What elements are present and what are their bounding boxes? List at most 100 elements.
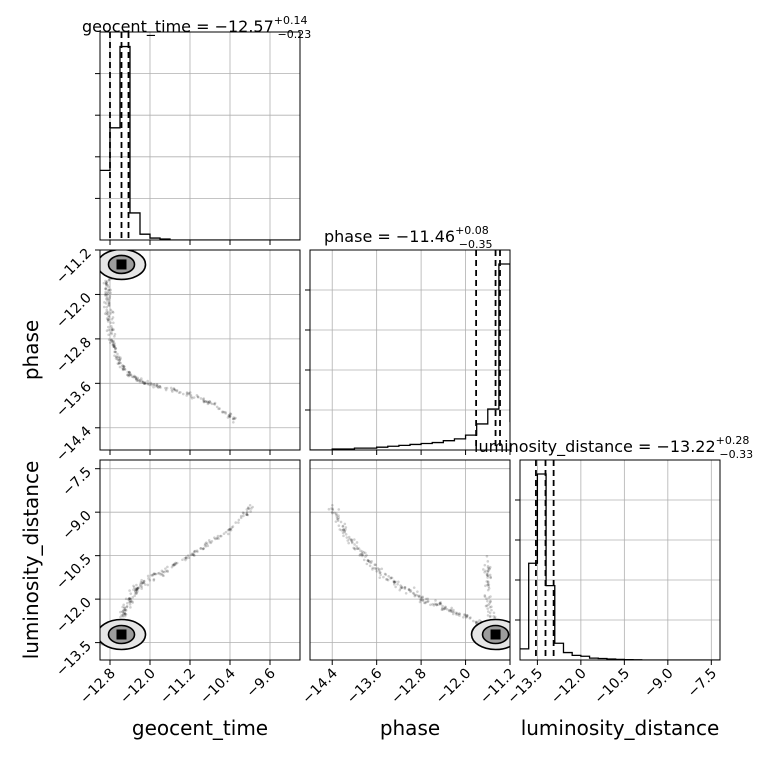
scatter-point	[454, 611, 458, 615]
scatter-point	[206, 544, 210, 548]
scatter-point	[486, 580, 490, 583]
scatter-point	[121, 368, 125, 372]
scatter-point	[128, 603, 132, 606]
scatter-point	[146, 379, 149, 383]
scatter-point	[202, 400, 206, 404]
scatter-point	[449, 608, 453, 612]
scatter-point	[128, 597, 131, 600]
scatter-point	[130, 600, 134, 603]
scatter-point	[331, 507, 335, 510]
scatter-point	[392, 580, 396, 584]
scatter-point	[454, 612, 458, 616]
scatter-point	[132, 586, 136, 589]
scatter-point	[347, 535, 351, 539]
scatter-point	[105, 308, 109, 312]
scatter-point	[186, 554, 190, 557]
scatter-point	[396, 582, 399, 586]
scatter-point	[123, 612, 127, 616]
scatter-point	[408, 588, 411, 592]
scatter-point	[112, 345, 116, 348]
scatter-point	[489, 614, 492, 618]
scatter-point	[208, 400, 212, 403]
scatter-point	[341, 525, 345, 528]
scatter-point	[160, 569, 164, 573]
scatter-point	[142, 581, 146, 585]
scatter-point	[452, 608, 455, 612]
scatter-point	[123, 606, 126, 610]
scatter-point	[376, 567, 380, 570]
scatter-point	[142, 380, 145, 384]
scatter-point	[489, 599, 492, 603]
scatter-point	[152, 579, 156, 582]
scatter-point	[338, 528, 342, 531]
scatter-point	[106, 283, 109, 287]
scatter-point	[359, 549, 362, 553]
scatter-point	[472, 619, 475, 623]
scatter-point	[111, 310, 114, 314]
scatter-point	[126, 373, 129, 377]
scatter-point	[119, 361, 122, 365]
scatter-point	[485, 573, 489, 577]
scatter-point	[107, 278, 111, 281]
scatter-point	[131, 596, 135, 599]
scatter-point	[493, 615, 497, 619]
scatter-point	[106, 293, 109, 296]
scatter-point	[125, 605, 129, 609]
scatter-point	[162, 570, 166, 574]
scatter-point	[107, 338, 111, 341]
scatter-point	[482, 568, 485, 571]
scatter-point	[111, 328, 114, 332]
scatter-point	[173, 563, 177, 567]
scatter-point	[227, 414, 231, 417]
scatter-point	[121, 614, 125, 617]
scatter-point	[166, 565, 169, 569]
scatter-point	[132, 584, 135, 588]
scatter-point	[348, 537, 351, 541]
scatter-point	[221, 410, 224, 413]
xtick-label: −9.6	[243, 665, 278, 700]
scatter-point	[158, 385, 162, 388]
scatter-point	[242, 514, 245, 518]
scatter-point	[478, 619, 481, 622]
scatter-point	[189, 393, 193, 397]
scatter-point	[224, 410, 227, 414]
scatter-point	[349, 539, 353, 542]
scatter-point	[110, 324, 113, 328]
scatter-point	[128, 597, 132, 600]
scatter-point	[135, 379, 139, 382]
scatter-point	[146, 382, 150, 385]
scatter-point	[140, 581, 144, 584]
scatter-point	[105, 295, 109, 299]
scatter-point	[106, 280, 109, 283]
scatter-point	[426, 600, 429, 604]
scatter-point	[105, 281, 108, 284]
scatter-point	[389, 577, 392, 580]
scatter-point	[221, 411, 224, 414]
scatter-point	[215, 405, 219, 409]
scatter-point	[378, 576, 382, 579]
scatter-point	[116, 358, 120, 362]
scatter-point	[361, 553, 365, 557]
scatter-point	[331, 503, 334, 507]
scatter-point	[114, 355, 118, 359]
scatter-point	[232, 416, 236, 419]
scatter-point	[213, 401, 217, 405]
scatter-point	[486, 560, 490, 563]
scatter-point	[134, 376, 138, 379]
scatter-point	[219, 534, 223, 538]
scatter-point	[136, 376, 140, 380]
scatter-point	[129, 597, 133, 601]
scatter-point	[330, 510, 334, 514]
xtick-label: −14.4	[299, 665, 341, 707]
scatter-point	[361, 554, 364, 558]
scatter-point	[155, 384, 159, 388]
scatter-point	[486, 588, 490, 592]
scatter-point	[358, 554, 362, 557]
scatter-point	[370, 560, 373, 563]
scatter-point	[245, 512, 248, 515]
scatter-point	[458, 612, 461, 616]
scatter-point	[119, 610, 122, 614]
scatter-point	[140, 585, 144, 588]
scatter-point	[113, 354, 116, 357]
scatter-point	[226, 528, 230, 532]
